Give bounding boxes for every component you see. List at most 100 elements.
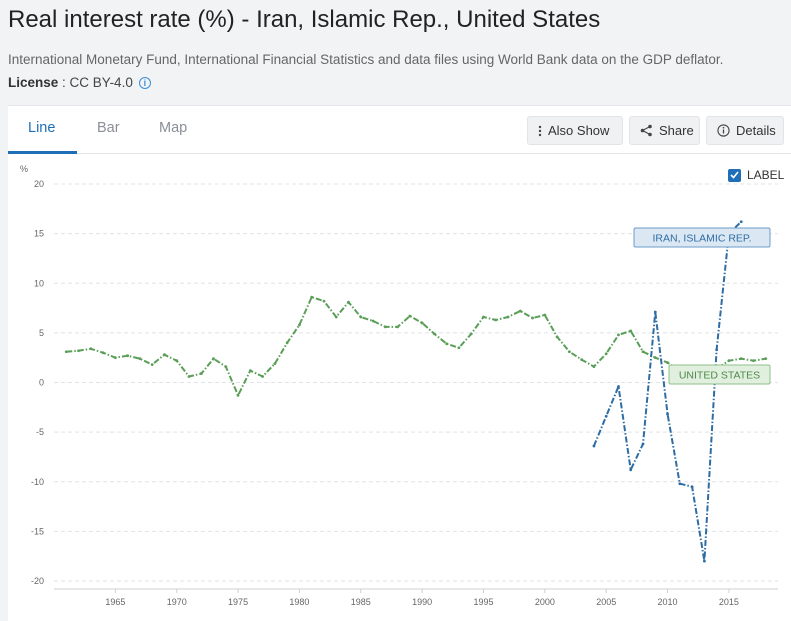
data-point[interactable] [629, 329, 633, 333]
data-point[interactable] [113, 356, 117, 360]
data-point[interactable] [653, 310, 657, 314]
data-point[interactable] [592, 444, 596, 448]
data-point[interactable] [629, 468, 633, 472]
data-point[interactable] [445, 342, 449, 346]
data-point[interactable] [212, 357, 215, 361]
data-point[interactable] [175, 359, 179, 363]
details-button[interactable]: Details [706, 116, 784, 145]
details-label: Details [736, 123, 776, 138]
data-point[interactable] [150, 363, 154, 367]
data-point[interactable] [690, 485, 694, 489]
data-point[interactable] [617, 385, 620, 388]
series-labels: IRAN, ISLAMIC REP. UNITED STATES [633, 227, 771, 385]
data-point[interactable] [592, 365, 596, 369]
data-point[interactable] [482, 315, 485, 319]
series-label: IRAN, ISLAMIC REP. [633, 227, 771, 248]
info-icon [717, 124, 730, 137]
data-point[interactable] [567, 350, 571, 354]
chart-grid [54, 183, 778, 582]
license-value[interactable]: CC BY-4.0 [69, 75, 133, 90]
x-tick-label: 1995 [473, 597, 493, 607]
data-point[interactable] [64, 350, 68, 354]
data-point[interactable] [322, 299, 326, 303]
data-point[interactable] [702, 559, 706, 563]
series-label-text: IRAN, ISLAMIC REP. [652, 233, 751, 245]
data-point[interactable] [531, 316, 534, 320]
data-point[interactable] [396, 325, 399, 329]
data-point[interactable] [77, 349, 80, 353]
also-show-button[interactable]: Also Show [527, 116, 623, 145]
y-tick-label: -15 [31, 526, 44, 536]
data-point[interactable] [236, 394, 240, 397]
data-point[interactable] [138, 357, 142, 361]
data-point[interactable] [653, 356, 657, 360]
tab-line[interactable]: Line [28, 120, 56, 136]
tab-bar[interactable]: Bar [97, 120, 120, 136]
series-group [64, 220, 768, 563]
label-checkbox[interactable] [728, 168, 741, 182]
data-point[interactable] [163, 353, 166, 357]
data-point[interactable] [494, 318, 498, 322]
data-point[interactable] [187, 375, 191, 378]
data-point[interactable] [224, 365, 228, 369]
data-point[interactable] [383, 325, 387, 329]
data-point[interactable] [678, 482, 682, 486]
data-point[interactable] [715, 348, 719, 352]
data-point[interactable] [334, 315, 338, 319]
tab-map[interactable]: Map [159, 120, 188, 136]
y-tick-label: -5 [36, 427, 44, 437]
vertical-dots-icon [538, 125, 542, 137]
data-point[interactable] [739, 357, 743, 361]
data-point[interactable] [604, 352, 608, 356]
data-point[interactable] [641, 442, 645, 446]
data-point[interactable] [101, 351, 105, 355]
data-point[interactable] [666, 361, 669, 365]
label-toggle[interactable]: LABEL [728, 168, 784, 182]
data-point[interactable] [126, 354, 130, 358]
data-point[interactable] [555, 335, 559, 339]
y-tick-label: 15 [34, 229, 44, 239]
data-point[interactable] [298, 323, 301, 327]
data-point[interactable] [666, 412, 669, 416]
data-point[interactable] [543, 313, 547, 317]
data-point[interactable] [433, 332, 436, 336]
data-point[interactable] [727, 359, 731, 363]
data-point[interactable] [469, 332, 473, 336]
data-point[interactable] [604, 414, 608, 418]
data-point[interactable] [420, 321, 424, 325]
data-point[interactable] [764, 357, 768, 361]
data-point[interactable] [285, 341, 289, 345]
x-tick-label: 2000 [535, 597, 555, 607]
data-point[interactable] [752, 359, 755, 363]
series-line[interactable] [592, 220, 742, 563]
data-point[interactable] [310, 295, 314, 299]
data-point[interactable] [617, 333, 620, 337]
y-tick-label: 0 [39, 378, 44, 388]
check-icon [730, 171, 739, 179]
data-point[interactable] [518, 309, 522, 313]
info-icon[interactable]: i [138, 77, 151, 89]
data-point[interactable] [261, 375, 265, 378]
series-label-box [633, 227, 771, 248]
share-button[interactable]: Share [629, 116, 700, 145]
data-point[interactable] [371, 319, 375, 323]
data-point[interactable] [457, 346, 461, 350]
data-point[interactable] [199, 372, 203, 375]
data-point[interactable] [89, 347, 93, 351]
data-point[interactable] [248, 369, 252, 372]
license-separator: : [58, 75, 70, 90]
series-line[interactable] [66, 296, 766, 397]
data-point[interactable] [506, 315, 510, 319]
data-point[interactable] [580, 358, 584, 362]
data-point[interactable] [739, 220, 743, 224]
x-tick-label: 2015 [719, 597, 739, 607]
y-tick-label: -10 [31, 477, 44, 487]
share-icon [640, 124, 653, 137]
data-point[interactable] [641, 350, 645, 354]
data-point[interactable] [408, 314, 412, 318]
series-label-text: UNITED STATES [679, 370, 760, 382]
data-point[interactable] [273, 362, 277, 366]
data-point[interactable] [347, 300, 350, 304]
data-point[interactable] [359, 315, 363, 319]
x-tick-label: 2005 [596, 597, 616, 607]
